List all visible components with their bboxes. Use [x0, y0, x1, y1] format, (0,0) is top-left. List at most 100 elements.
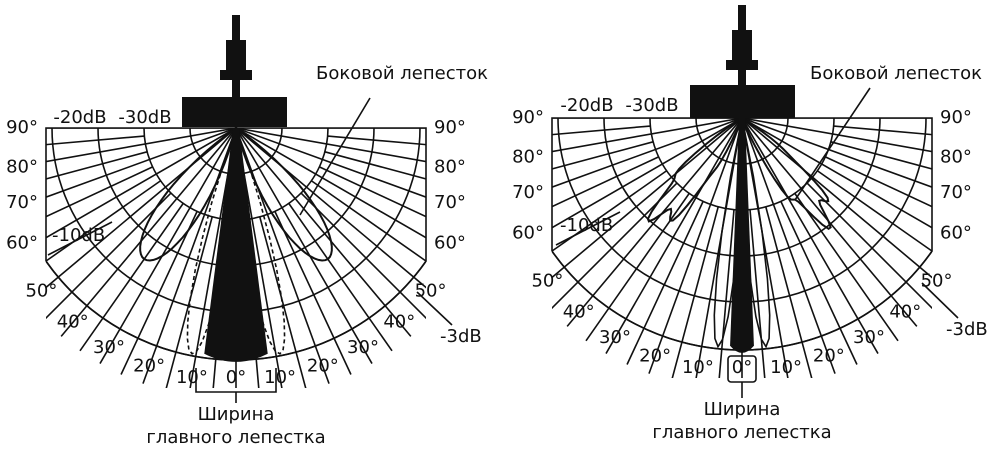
angle-label: 20° [133, 356, 165, 377]
polar-panel: 90°80°70°60°50°40°30°20°10°90°80°70°60°5… [512, 5, 988, 443]
grid-radial [552, 118, 743, 229]
angle-label: 10° [176, 367, 208, 388]
grid-radial [552, 118, 743, 153]
grid-radial [671, 206, 719, 378]
db-label: -3dB [946, 319, 988, 340]
grid-radial [741, 118, 879, 354]
grid-radial [566, 118, 743, 327]
transducer-collar [220, 70, 252, 80]
db-label: -20dB [560, 95, 613, 116]
angle-label: 50° [531, 270, 563, 291]
grid-radial [552, 118, 743, 279]
grid-radial [319, 166, 426, 218]
side-lobe [234, 125, 333, 262]
angle-label: 60° [434, 233, 466, 254]
grid-radial [825, 156, 932, 208]
grid-radial [274, 211, 352, 375]
grid-radial [718, 209, 735, 378]
side-lobe-label: Боковой лепесток [810, 63, 982, 84]
angle-label: 70° [434, 192, 466, 213]
grid-radial [235, 128, 426, 163]
grid-radial [765, 206, 813, 378]
angle-label: 70° [940, 182, 972, 203]
angle-label: 50° [921, 270, 953, 291]
angle-label: 30° [93, 337, 125, 358]
grid-radial [552, 141, 654, 170]
grid-radial [816, 170, 932, 253]
grid-radial [46, 192, 172, 320]
angle-label: 40° [57, 312, 89, 333]
grid-radial [259, 216, 307, 388]
angle-label: 80° [940, 147, 972, 168]
grid-radial [648, 118, 743, 374]
side-lobe [739, 115, 832, 231]
leader-line [794, 87, 871, 201]
grid-radial [741, 118, 932, 229]
angle-label: 90° [434, 117, 466, 138]
transducer-body [182, 97, 287, 127]
main-lobe [730, 118, 754, 353]
grid-radial [46, 128, 237, 239]
grid-radial [794, 192, 899, 342]
grid-radial [741, 118, 932, 153]
grid-radial [46, 128, 237, 163]
grid-radial [749, 209, 766, 378]
db-label: -30dB [118, 107, 171, 128]
grid-radial [741, 118, 789, 378]
angle-label: 40° [889, 302, 921, 323]
grid-radial [60, 128, 237, 337]
angle-label: 60° [512, 223, 544, 244]
beam-width-label: Ширина [704, 399, 781, 420]
transducer-body [690, 85, 795, 118]
angle-label: 80° [512, 147, 544, 168]
angle-label: 30° [599, 327, 631, 348]
angle-label: 60° [940, 223, 972, 244]
angle-label: 20° [639, 346, 671, 367]
grid-radial [99, 128, 237, 364]
grid-radial [46, 180, 162, 263]
side-lobe-label: Боковой лепесток [316, 63, 488, 84]
transducer-collar [726, 60, 758, 70]
grid-radial [806, 182, 932, 310]
angle-label: 30° [853, 327, 885, 348]
grid-radial [310, 180, 426, 263]
grid-radial [552, 125, 651, 136]
grid-radial [780, 201, 858, 365]
grid-radial [46, 151, 148, 180]
db-label: -10dB [560, 215, 613, 236]
angle-label: 90° [512, 107, 544, 128]
grid-radial [741, 118, 932, 189]
grid-radial [626, 201, 704, 365]
grid-radial [552, 170, 668, 253]
grid-radial [585, 192, 690, 342]
angle-label: 30° [347, 337, 379, 358]
grid-radial [324, 151, 426, 180]
grid-radial [830, 141, 932, 170]
grid-radial [235, 128, 330, 384]
transducer-collar [226, 40, 246, 70]
angle-label: 80° [434, 157, 466, 178]
grid-border [45, 127, 427, 361]
angle-label: 20° [813, 346, 845, 367]
grid-radial [552, 156, 659, 208]
grid-radial [695, 118, 743, 378]
db-label: -10dB [52, 225, 105, 246]
side-lobe [646, 115, 745, 223]
grid-radial [79, 202, 184, 352]
angle-label: 40° [563, 302, 595, 323]
side-lobe [139, 125, 238, 262]
grid-radial [235, 128, 426, 199]
beam-width-label: главного лепестка [146, 427, 325, 448]
leader-line [47, 221, 113, 256]
angle-label: 0° [732, 357, 752, 378]
grid-radial [235, 128, 412, 337]
leader-line [921, 282, 959, 319]
angle-label: 70° [512, 182, 544, 203]
angle-label: 80° [6, 157, 38, 178]
angle-label: 0° [226, 367, 246, 388]
grid-radial [165, 216, 213, 388]
leader-line [416, 291, 453, 326]
leader-line [555, 211, 621, 246]
angle-label: 70° [6, 192, 38, 213]
polar-panel: 90°80°70°60°50°40°30°20°10°90°80°70°60°5… [6, 15, 488, 448]
